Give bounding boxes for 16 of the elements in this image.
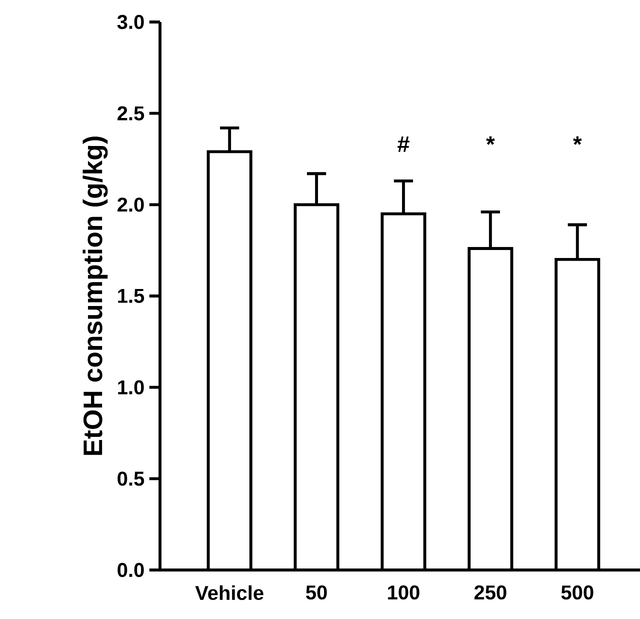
y-tick-label: 0.0	[118, 562, 144, 578]
y-tick-label: 1.5	[118, 289, 144, 303]
y-tick-label: 3.0	[117, 14, 144, 30]
y-tick-label: 0.5	[118, 472, 144, 486]
x-tick-label: 250	[474, 585, 506, 600]
x-tick-label: 500	[561, 585, 594, 600]
annotation: *	[573, 136, 582, 145]
annotation: *	[486, 136, 495, 145]
x-tick-label: Vehicle	[195, 585, 264, 600]
y-tick-label: 2.0	[118, 198, 144, 212]
x-tick-label: 50	[306, 585, 327, 600]
annotation: #	[398, 136, 410, 152]
x-tick-label: 100	[388, 585, 420, 600]
y-tick-label: 2.5	[118, 106, 144, 120]
y-axis-title: EtOH consumption (g/kg)	[82, 136, 108, 455]
y-tick-label: 1.0	[118, 380, 144, 394]
